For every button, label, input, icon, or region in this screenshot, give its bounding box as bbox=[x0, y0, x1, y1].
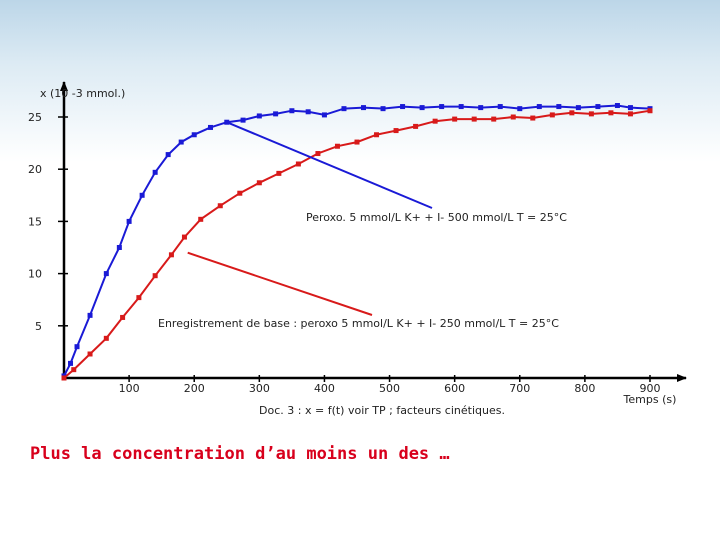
data-point bbox=[419, 105, 425, 111]
data-point bbox=[432, 118, 438, 124]
series-1 bbox=[61, 108, 653, 381]
data-point bbox=[87, 351, 93, 357]
data-point bbox=[256, 113, 262, 119]
x-tick-label: 900 bbox=[639, 382, 660, 395]
data-point bbox=[74, 344, 80, 350]
data-point bbox=[471, 116, 477, 122]
annotation-line bbox=[226, 121, 433, 209]
x-tick-label: 600 bbox=[444, 382, 465, 395]
data-point bbox=[207, 124, 213, 130]
data-point bbox=[647, 108, 653, 114]
data-point bbox=[393, 128, 399, 134]
data-point bbox=[536, 104, 542, 110]
annotation-label: Peroxo. 5 mmol/L K+ + I- 500 mmol/L T = … bbox=[306, 211, 567, 224]
data-point bbox=[627, 105, 633, 111]
data-point bbox=[295, 161, 301, 167]
y-tick-label: 5 bbox=[35, 320, 42, 333]
x-axis-label: Temps (s) bbox=[623, 393, 677, 406]
data-point bbox=[334, 143, 340, 149]
x-tick-label: 700 bbox=[509, 382, 530, 395]
data-point bbox=[608, 110, 614, 116]
data-point bbox=[71, 367, 77, 373]
data-point bbox=[595, 104, 601, 110]
x-tick-label: 300 bbox=[249, 382, 270, 395]
y-tick-label: 25 bbox=[28, 111, 42, 124]
data-point bbox=[61, 375, 67, 381]
data-point bbox=[181, 234, 187, 240]
y-tick-label: 20 bbox=[28, 163, 42, 176]
conclusion-text: Plus la concentration d’au moins un des … bbox=[30, 444, 450, 464]
y-axis-label: x (10 -3 mmol.) bbox=[40, 87, 125, 100]
data-point bbox=[256, 180, 262, 186]
chart-caption: Doc. 3 : x = f(t) voir TP ; facteurs cin… bbox=[259, 404, 505, 417]
data-point bbox=[413, 123, 419, 129]
data-point bbox=[354, 139, 360, 145]
data-point bbox=[374, 132, 380, 138]
data-point bbox=[315, 151, 321, 157]
data-point bbox=[549, 112, 555, 118]
data-point bbox=[168, 252, 174, 258]
data-point bbox=[478, 105, 484, 111]
data-point bbox=[136, 295, 142, 301]
data-point bbox=[289, 108, 295, 114]
axes: 5 10 15 20 25 100 200 300 400 500 600 700 800 900 x (1… bbox=[28, 81, 687, 417]
y-tick-label: 10 bbox=[28, 268, 42, 281]
data-point bbox=[627, 111, 633, 117]
data-point bbox=[237, 190, 243, 196]
data-point bbox=[458, 104, 464, 110]
data-point bbox=[614, 103, 620, 109]
annotations: Peroxo. 5 mmol/L K+ + I- 500 mmol/L T = … bbox=[158, 121, 567, 330]
series-layer bbox=[61, 103, 653, 381]
data-point bbox=[87, 312, 93, 318]
data-point bbox=[240, 117, 246, 123]
data-point bbox=[165, 152, 171, 158]
data-point bbox=[276, 170, 282, 176]
series-line bbox=[63, 109, 651, 379]
data-point bbox=[569, 110, 575, 116]
data-point bbox=[510, 114, 516, 120]
data-point bbox=[152, 169, 158, 175]
data-point bbox=[361, 105, 367, 111]
data-point bbox=[103, 335, 109, 341]
x-tick-label: 400 bbox=[314, 382, 335, 395]
data-point bbox=[575, 105, 581, 111]
data-point bbox=[152, 273, 158, 279]
data-point bbox=[341, 106, 347, 112]
data-point bbox=[103, 271, 109, 277]
x-tick-label: 800 bbox=[574, 382, 595, 395]
data-point bbox=[139, 192, 145, 198]
annotation-label: Enregistrement de base : peroxo 5 mmol/L… bbox=[158, 317, 559, 330]
data-point bbox=[556, 104, 562, 110]
data-point bbox=[273, 111, 279, 117]
data-point bbox=[198, 216, 204, 222]
data-point bbox=[439, 104, 445, 110]
data-point bbox=[68, 360, 74, 366]
x-tick-label: 500 bbox=[379, 382, 400, 395]
data-point bbox=[120, 314, 126, 320]
data-point bbox=[321, 112, 327, 118]
series-line bbox=[63, 104, 651, 377]
data-point bbox=[497, 104, 503, 110]
data-point bbox=[191, 132, 197, 138]
data-point bbox=[126, 218, 132, 224]
data-point bbox=[517, 106, 523, 112]
data-point bbox=[530, 115, 536, 121]
annotation-line bbox=[187, 251, 373, 316]
data-point bbox=[491, 116, 497, 122]
data-point bbox=[178, 139, 184, 145]
data-point bbox=[400, 104, 406, 110]
data-point bbox=[380, 106, 386, 112]
data-point bbox=[452, 116, 458, 122]
x-tick-label: 100 bbox=[119, 382, 140, 395]
data-point bbox=[217, 203, 223, 209]
data-point bbox=[116, 245, 122, 250]
x-tick-label: 200 bbox=[184, 382, 205, 395]
data-point bbox=[588, 111, 594, 117]
data-point bbox=[305, 109, 311, 115]
y-tick-label: 15 bbox=[28, 215, 42, 228]
